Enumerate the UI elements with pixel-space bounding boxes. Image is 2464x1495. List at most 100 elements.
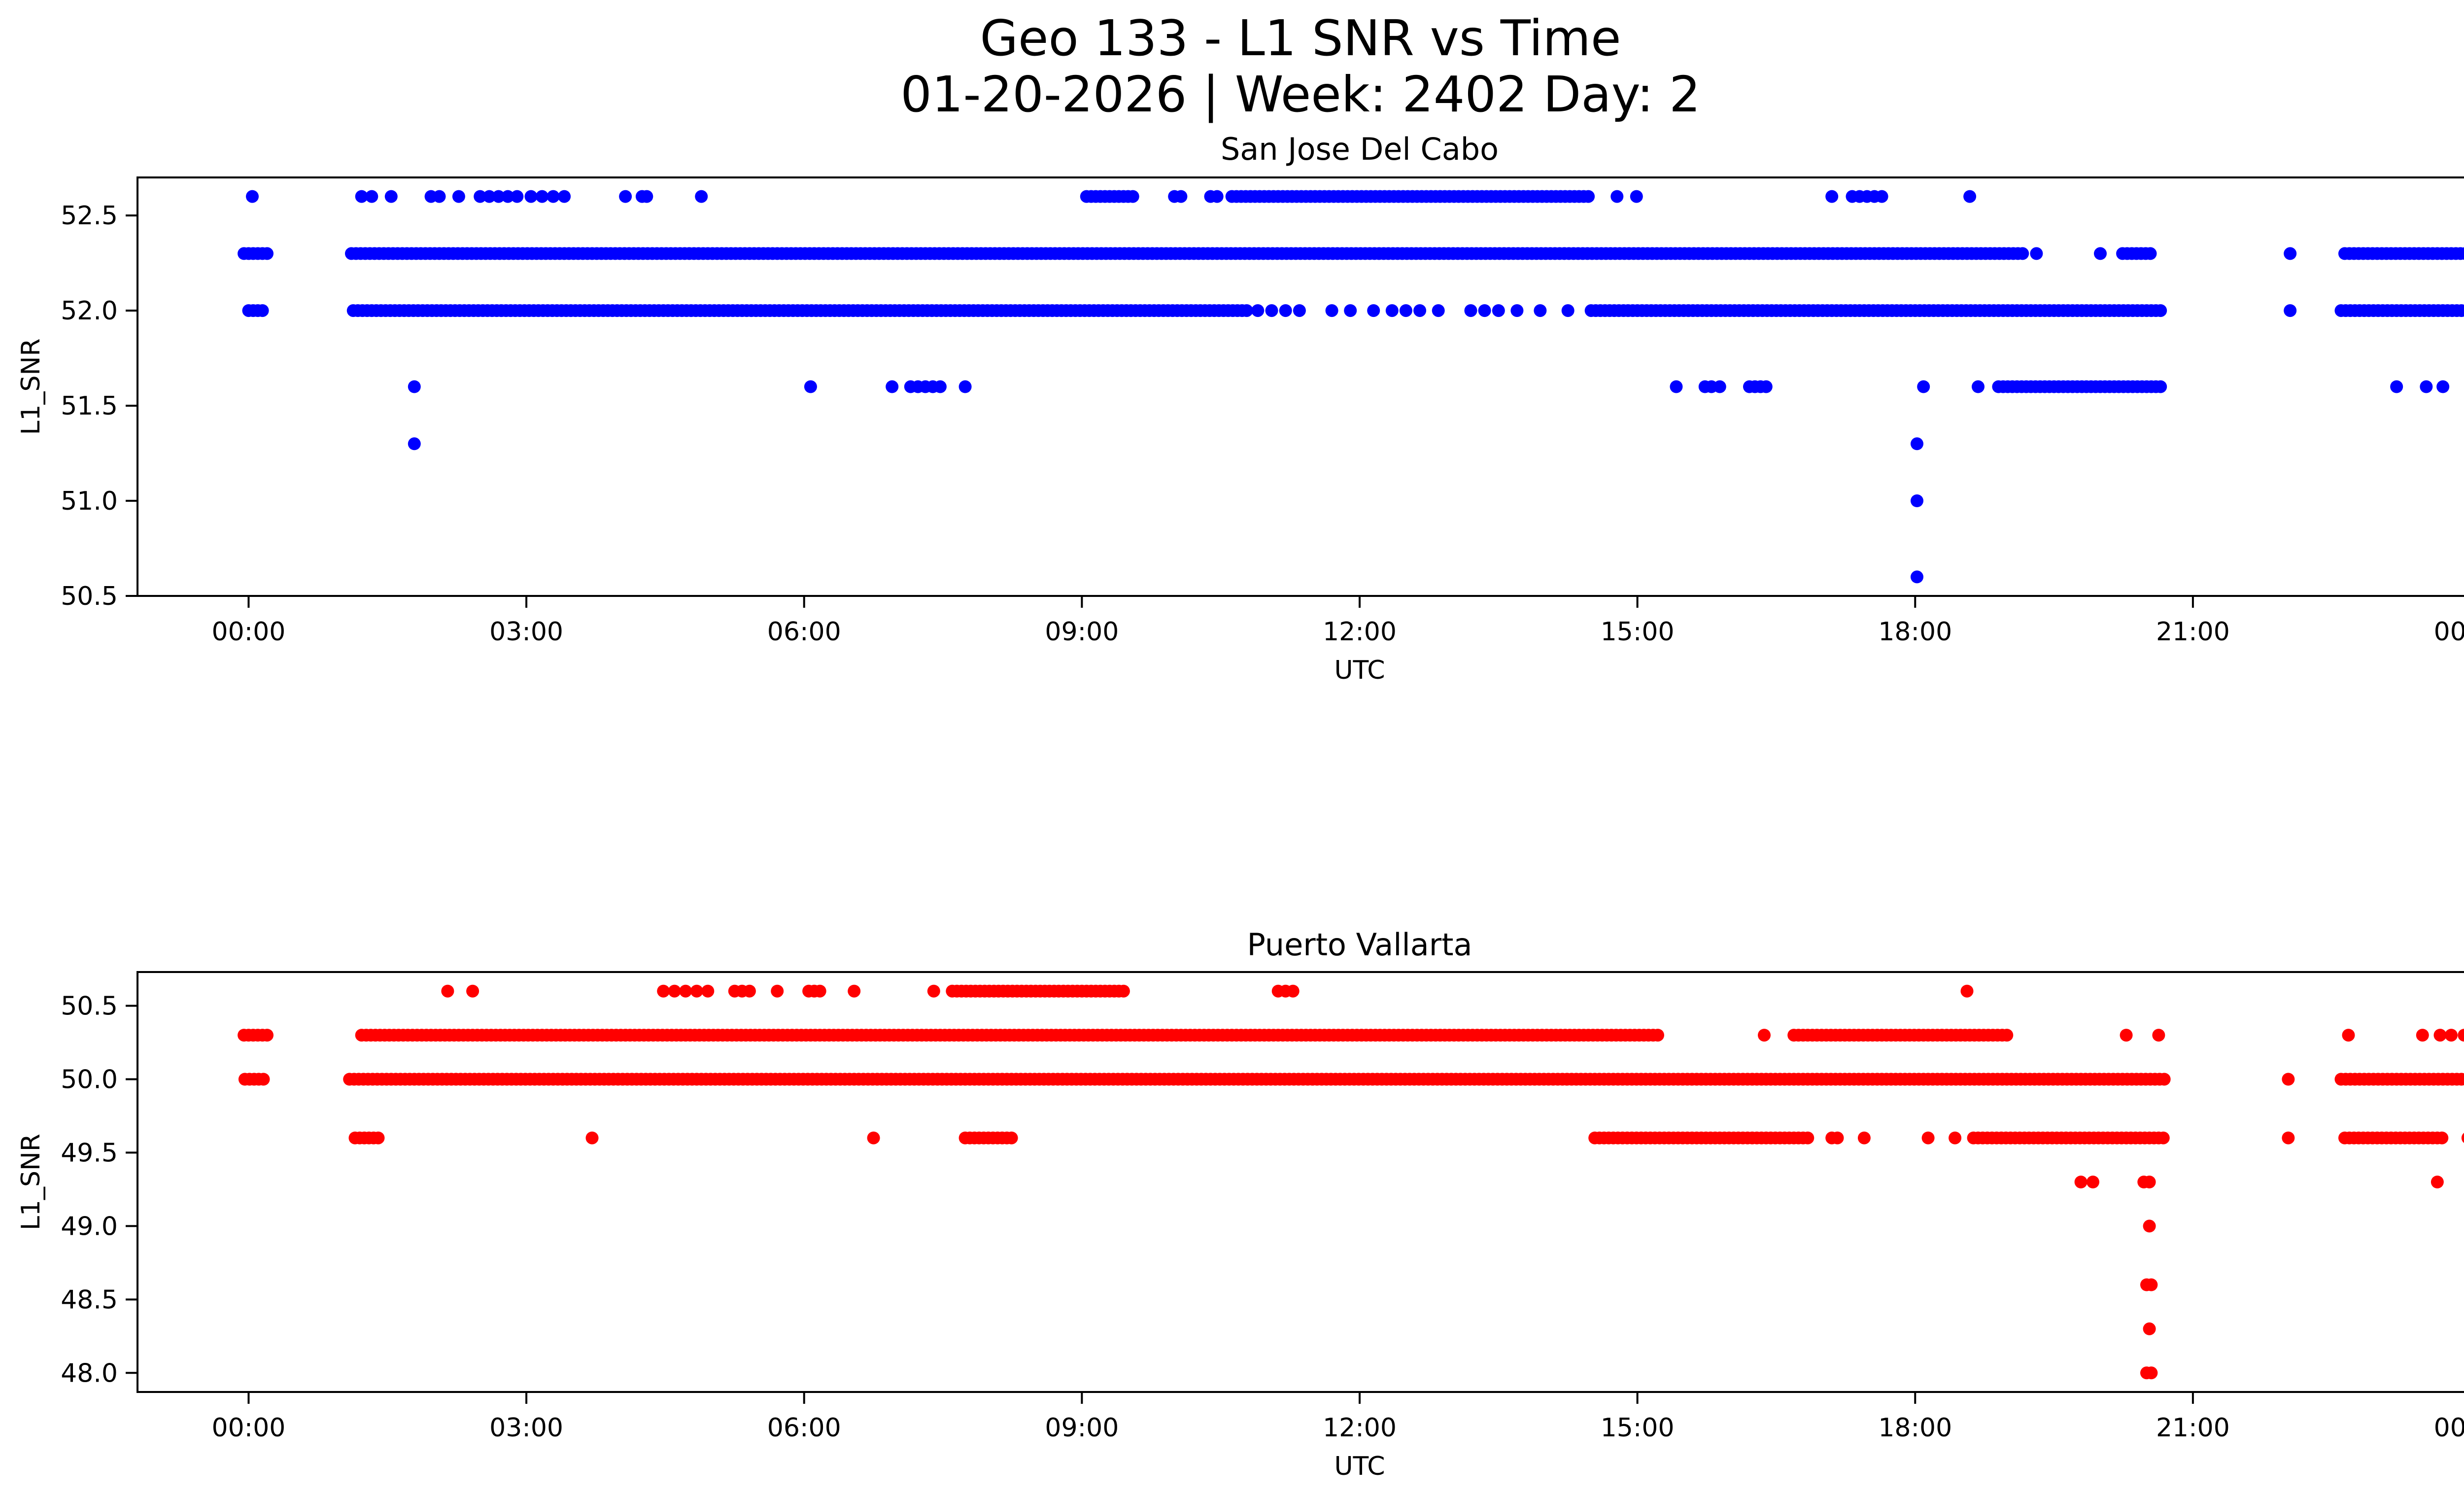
- y-tick-label: 48.5: [61, 1285, 118, 1315]
- scatter-series: [238, 984, 2464, 1380]
- y-axis-label: L1_SNR: [16, 1134, 46, 1230]
- data-point: [1117, 984, 1130, 998]
- x-axis-ticks: 00:00 03:00 06:00 09:00 12:00 15:00 18:00 21:00…: [212, 1392, 2464, 1443]
- data-point: [1534, 304, 1547, 317]
- data-point: [1174, 190, 1188, 203]
- data-point: [1960, 984, 1974, 998]
- data-point: [1921, 1131, 1935, 1145]
- data-point: [1510, 304, 1524, 317]
- data-point: [2000, 1029, 2014, 1042]
- data-point: [261, 247, 274, 260]
- x-tick-label: 18:00: [1878, 617, 1952, 647]
- y-tick-label: 50.5: [61, 992, 118, 1021]
- data-point: [1005, 1131, 1018, 1145]
- data-point: [1413, 304, 1427, 317]
- data-point: [1279, 304, 1292, 317]
- figure-title-line2: 01-20-2026 | Week: 2402 Day: 2: [900, 66, 1700, 123]
- data-point: [2087, 1176, 2099, 1188]
- x-tick-label: 18:00: [1878, 1413, 1952, 1443]
- data-point: [1972, 380, 1985, 393]
- data-point: [585, 1131, 599, 1145]
- x-tick-label: 00:00: [212, 617, 286, 647]
- y-tick-label: 51.0: [61, 487, 118, 516]
- data-point: [867, 1131, 880, 1145]
- data-point: [2156, 1131, 2170, 1145]
- x-tick-label: 06:00: [767, 1413, 841, 1443]
- data-point: [771, 984, 784, 998]
- data-point: [2445, 1029, 2458, 1042]
- data-point: [640, 190, 653, 203]
- data-point: [524, 190, 538, 203]
- data-point: [452, 190, 465, 203]
- y-tick-label: 50.0: [61, 1065, 118, 1094]
- data-point: [246, 190, 259, 203]
- data-point: [1801, 1131, 1814, 1145]
- data-point: [256, 304, 269, 317]
- data-point: [1344, 304, 1357, 317]
- y-axis-ticks: 50.5 51.0 51.5 52.0 52.5: [61, 201, 137, 611]
- data-point: [547, 190, 560, 203]
- x-tick-label: 15:00: [1601, 617, 1675, 647]
- data-point: [1367, 304, 1380, 317]
- data-point: [1582, 190, 1595, 203]
- data-point: [2143, 1219, 2156, 1233]
- data-point: [536, 190, 548, 203]
- data-point: [2435, 1131, 2449, 1145]
- data-point: [1399, 304, 1412, 317]
- data-point: [355, 190, 368, 203]
- data-point: [695, 190, 708, 203]
- y-tick-label: 50.5: [61, 582, 118, 611]
- x-tick-label: 09:00: [1045, 1413, 1119, 1443]
- data-point: [1385, 304, 1399, 317]
- data-point: [492, 190, 505, 203]
- data-point: [927, 984, 940, 998]
- x-tick-label: 00:00: [2434, 1413, 2464, 1443]
- x-axis-label: UTC: [1334, 656, 1385, 685]
- data-point: [1325, 304, 1338, 317]
- data-point: [365, 190, 378, 203]
- x-tick-label: 09:00: [1045, 617, 1119, 647]
- axes-frame: [137, 176, 2464, 597]
- data-point: [1240, 304, 1253, 317]
- data-point: [679, 984, 692, 998]
- data-point: [257, 1073, 270, 1086]
- data-point: [848, 984, 861, 998]
- x-tick-label: 00:00: [2434, 617, 2464, 647]
- data-point: [2120, 1029, 2133, 1042]
- data-point: [1478, 304, 1491, 317]
- data-point: [408, 380, 421, 393]
- data-point: [1825, 190, 1839, 203]
- data-point: [1670, 380, 1683, 393]
- x-axis-ticks: 00:00 03:00 06:00 09:00 12:00 15:00 18:00 21:00…: [212, 596, 2464, 647]
- y-tick-label: 49.0: [61, 1212, 118, 1241]
- x-axis-label: UTC: [1334, 1452, 1385, 1481]
- data-point: [2460, 304, 2464, 317]
- data-point: [2342, 1029, 2355, 1042]
- y-tick-label: 52.5: [61, 201, 118, 231]
- data-point: [2460, 1073, 2464, 1085]
- data-point: [1265, 304, 1278, 317]
- data-point: [2144, 247, 2157, 260]
- data-point: [441, 984, 454, 998]
- data-point: [2154, 304, 2167, 317]
- data-point: [2416, 1029, 2429, 1042]
- data-point: [1911, 570, 1923, 584]
- data-point: [372, 1131, 385, 1145]
- x-tick-label: 12:00: [1323, 617, 1397, 647]
- data-point: [1917, 380, 1930, 393]
- data-point: [2074, 1176, 2088, 1188]
- x-tick-label: 21:00: [2156, 617, 2230, 647]
- subplot-san-jose-del-cabo: San Jose Del Cabo 50.5 51.0 51.5 52.0 52.5 0…: [16, 131, 2464, 685]
- data-point: [2282, 1131, 2295, 1145]
- data-point: [2284, 247, 2297, 260]
- x-tick-label: 15:00: [1601, 1413, 1675, 1443]
- data-point: [1949, 1131, 1962, 1145]
- data-point: [261, 1029, 274, 1042]
- data-point: [2420, 380, 2433, 393]
- data-point: [1875, 190, 1888, 203]
- x-tick-label: 12:00: [1323, 1413, 1397, 1443]
- data-point: [511, 190, 524, 203]
- y-tick-label: 51.5: [61, 391, 118, 421]
- data-point: [1432, 304, 1445, 317]
